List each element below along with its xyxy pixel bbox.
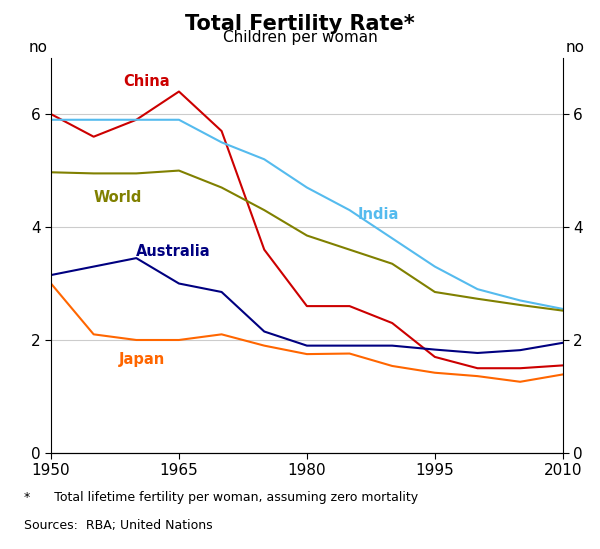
Text: Australia: Australia: [136, 244, 211, 259]
Text: Total Fertility Rate*: Total Fertility Rate*: [185, 14, 415, 33]
Text: no: no: [29, 40, 48, 55]
Text: China: China: [124, 74, 170, 89]
Text: World: World: [94, 190, 142, 205]
Text: India: India: [358, 207, 400, 222]
Text: *      Total lifetime fertility per woman, assuming zero mortality: * Total lifetime fertility per woman, as…: [24, 491, 418, 505]
Text: no: no: [566, 40, 585, 55]
Text: Japan: Japan: [119, 352, 166, 367]
Text: Sources:  RBA; United Nations: Sources: RBA; United Nations: [24, 519, 212, 532]
Text: Children per woman: Children per woman: [223, 30, 377, 45]
